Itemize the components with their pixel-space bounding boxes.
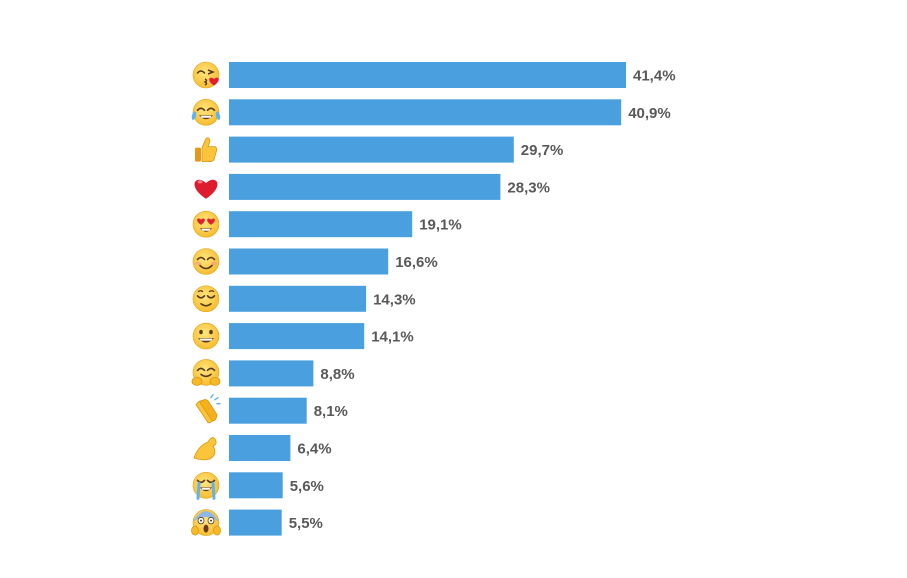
data-label-loudly-crying-face: 5,6%: [290, 478, 324, 495]
relieved-smiling-face-icon: [192, 285, 220, 313]
bar-relieved-smiling-face: [229, 285, 367, 312]
bar-face-throwing-kiss: [229, 62, 626, 88]
red-heart-icon: [194, 179, 218, 199]
clapping-hands-icon: [195, 394, 221, 424]
bar-face-with-tears-of-joy: [229, 99, 622, 126]
bar-heart-eyes: [229, 211, 413, 238]
data-label-smiling-face-with-smiling-eyes: 16,6%: [395, 254, 438, 271]
grinning-face-icon: [192, 322, 220, 350]
bar-face-screaming-in-fear: [229, 509, 282, 536]
bar-loudly-crying-face: [229, 472, 283, 499]
bar-thumbs-up: [229, 136, 514, 163]
data-label-flexed-biceps: 6,4%: [297, 441, 331, 458]
data-label-grinning-face: 14,1%: [371, 329, 414, 346]
data-label-face-throwing-kiss: 41,4%: [633, 68, 676, 85]
bar-flexed-biceps: [229, 435, 291, 461]
loudly-crying-face-icon: [192, 471, 220, 500]
bar-grinning-face: [229, 323, 365, 350]
data-label-red-heart: 28,3%: [507, 179, 550, 196]
heart-eyes-icon: [192, 210, 220, 238]
data-label-face-screaming-in-fear: 5,5%: [289, 515, 323, 532]
data-label-hugging-face: 8,8%: [320, 366, 354, 383]
bar-red-heart: [229, 173, 501, 200]
hugging-face-icon: [191, 359, 221, 386]
face-screaming-in-fear-icon: [191, 509, 221, 536]
smiling-face-with-smiling-eyes-icon: [192, 248, 220, 275]
data-label-face-with-tears-of-joy: 40,9%: [628, 105, 671, 122]
data-label-relieved-smiling-face: 14,3%: [373, 291, 416, 308]
bar-clapping-hands: [229, 397, 307, 424]
face-with-tears-of-joy-icon: [191, 99, 221, 126]
data-label-heart-eyes: 19,1%: [419, 217, 462, 234]
bar-hugging-face: [229, 360, 314, 387]
flexed-biceps-icon: [193, 437, 217, 461]
data-label-clapping-hands: 8,1%: [314, 403, 348, 420]
data-label-thumbs-up: 29,7%: [521, 142, 564, 159]
face-throwing-kiss-icon: [192, 61, 220, 89]
thumbs-up-icon: [195, 137, 218, 162]
bar-smiling-face-with-smiling-eyes: [229, 248, 389, 275]
